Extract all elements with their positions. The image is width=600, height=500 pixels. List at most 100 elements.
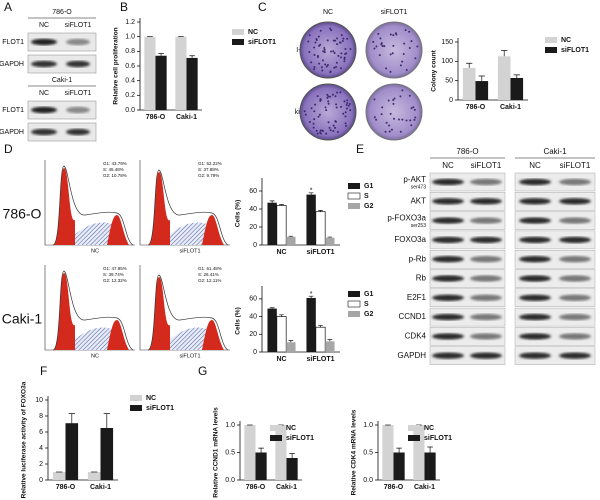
colony (409, 47, 411, 49)
colony (413, 119, 415, 121)
y-tick-label: 20 (249, 331, 257, 338)
x-tick-label: Caki-1 (176, 114, 197, 121)
legend-label: siFLOT1 (248, 39, 276, 46)
blot-band (559, 237, 591, 243)
error-bar (270, 201, 275, 203)
label: FLOT1 (2, 39, 24, 46)
error-bar (328, 237, 333, 238)
colony (381, 106, 383, 108)
legend-label: siFLOT1 (424, 435, 452, 442)
colony (325, 106, 327, 108)
label: 786-O (52, 9, 72, 16)
colony-plate (366, 22, 422, 78)
colony (392, 34, 394, 36)
y-tick-label: 0.5 (363, 449, 373, 456)
colony (332, 130, 334, 132)
x-tick-label: Caki-1 (500, 104, 521, 111)
y-tick-label: 100 (441, 58, 453, 65)
blot-band (31, 107, 57, 113)
bar (476, 81, 489, 100)
legend-swatch (348, 203, 360, 209)
colony (329, 71, 331, 73)
colony (375, 45, 377, 47)
g1-peak (53, 273, 75, 350)
label: CCND1 (398, 312, 426, 321)
blot-band (31, 39, 57, 45)
colony (340, 67, 342, 69)
colony (388, 125, 390, 127)
label: G1: 47.95% (103, 266, 127, 271)
bar (511, 78, 524, 100)
colony (405, 29, 407, 31)
colony (339, 91, 341, 93)
blot-band (519, 295, 551, 301)
error-bar (69, 414, 75, 424)
legend-label: G1 (364, 291, 373, 298)
blot-band (470, 198, 502, 204)
bar (244, 425, 255, 480)
colony (394, 97, 396, 99)
colony (391, 129, 393, 131)
colony (342, 38, 344, 40)
colony (325, 109, 327, 111)
label: siFLOT1 (179, 248, 200, 254)
colony (344, 58, 346, 60)
colony (401, 89, 403, 91)
error-bar (514, 75, 520, 78)
colony (324, 49, 326, 51)
bar (256, 453, 267, 481)
label: ser473 (411, 184, 427, 190)
colony (330, 129, 332, 131)
label: S: 39.74% (103, 272, 124, 277)
g1-peak (53, 168, 75, 245)
colony (336, 43, 338, 45)
error-bar (189, 56, 195, 58)
legend-swatch (348, 183, 360, 189)
label: siFLOT1 (381, 9, 408, 16)
legend-swatch (130, 395, 142, 401)
colony (389, 131, 391, 133)
colony (318, 63, 320, 65)
legend-swatch (232, 29, 244, 35)
colony (381, 113, 383, 115)
colony (326, 97, 328, 99)
blot-band (559, 295, 591, 301)
colony (323, 47, 325, 49)
colony (390, 113, 392, 115)
y-tick-label: 0.4 (125, 78, 135, 85)
colony (416, 46, 418, 48)
colony (320, 30, 322, 32)
colony (329, 127, 331, 129)
colony (319, 114, 321, 116)
blot-band (519, 237, 551, 243)
label: CDK4 (405, 332, 427, 341)
colony (340, 52, 342, 54)
blot-band (66, 107, 90, 113)
blot-band (432, 333, 464, 339)
colony (337, 131, 339, 133)
y-tick-label: 4 (39, 445, 43, 452)
colony (336, 106, 338, 108)
colony (336, 92, 338, 94)
blot-band (519, 353, 551, 359)
bar (306, 298, 315, 352)
error-bar (427, 447, 433, 453)
y-axis-label: Colony count (431, 49, 438, 91)
bar (394, 453, 405, 481)
colony (392, 99, 394, 101)
y-tick-label: 1.0 (225, 422, 235, 429)
blot-band (519, 256, 551, 262)
colony (399, 95, 401, 97)
colony (348, 105, 350, 107)
y-tick-label: 40 (249, 206, 257, 213)
colony (329, 96, 331, 98)
colony (319, 100, 321, 102)
label: AKT (410, 196, 426, 205)
colony (330, 51, 332, 53)
colony (392, 103, 394, 105)
colony (318, 116, 320, 118)
colony (328, 121, 330, 123)
legend-label: siFLOT1 (561, 47, 589, 54)
x-tick-label: NC (276, 356, 286, 363)
label: Caki-1 (2, 311, 43, 327)
